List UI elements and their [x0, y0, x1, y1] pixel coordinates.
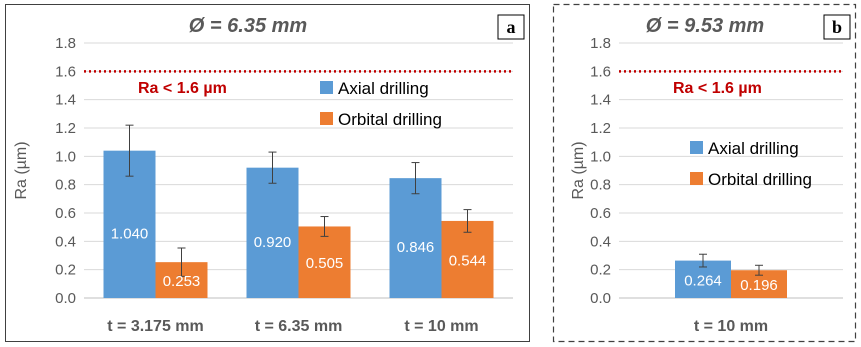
y-tick-label: 1.8 — [55, 35, 76, 52]
category-label: t = 10 mm — [404, 318, 478, 335]
legend-swatch — [690, 141, 703, 154]
y-tick-label: 0.0 — [590, 290, 611, 307]
y-tick-label: 0.4 — [590, 233, 611, 250]
legend-swatch — [320, 112, 333, 125]
y-tick-label: 0.0 — [55, 290, 76, 307]
data-label: 0.846 — [397, 239, 435, 256]
panel-b-frame — [552, 3, 857, 343]
y-tick-label: 1.8 — [590, 35, 611, 52]
data-label: 0.264 — [684, 272, 722, 289]
y-tick-label: 1.0 — [590, 148, 611, 165]
data-label: 0.544 — [449, 252, 487, 269]
y-tick-label: 0.4 — [55, 233, 76, 250]
chart-title: Ø = 6.35 mm — [189, 15, 307, 37]
y-tick-label: 0.8 — [55, 177, 76, 194]
bar-orbital — [441, 220, 494, 298]
y-tick-label: 1.0 — [55, 148, 76, 165]
legend-swatch — [320, 81, 333, 94]
legend-swatch — [690, 172, 703, 185]
y-tick-label: 1.4 — [55, 92, 76, 109]
data-label: 0.253 — [163, 273, 201, 290]
y-tick-label: 1.6 — [55, 63, 76, 80]
panel-a: 0.0 0.2 0.4 0.6 0.8 1.0 1.2 1.4 1.6 1.8 Ra (µm) Ra … — [13, 14, 525, 335]
category-label: t = 10 mm — [694, 318, 768, 335]
legend-label: Axial drilling — [708, 139, 799, 158]
y-tick-label: 1.2 — [590, 120, 611, 137]
y-axis-label: Ra (µm) — [13, 141, 30, 199]
category-label: t = 6.35 mm — [255, 318, 343, 335]
y-tick-label: 1.4 — [590, 92, 611, 109]
legend-label: Orbital drilling — [338, 110, 442, 129]
panel-b: 0.0 0.2 0.4 0.6 0.8 1.0 1.2 1.4 1.6 1.8 Ra (µm) Ra … — [570, 14, 851, 335]
y-tick-label: 0.6 — [590, 205, 611, 222]
legend-label: Axial drilling — [338, 79, 429, 98]
data-label: 0.505 — [306, 255, 344, 272]
y-tick-label: 0.8 — [590, 177, 611, 194]
data-label: 1.040 — [111, 225, 149, 242]
panel-label: a — [507, 17, 516, 37]
data-label: 0.196 — [740, 277, 778, 294]
bar-orbital — [298, 226, 351, 298]
y-tick-label: 1.2 — [55, 120, 76, 137]
panel-a-frame — [5, 4, 530, 342]
y-tick-label: 0.6 — [55, 205, 76, 222]
y-tick-label: 0.2 — [55, 262, 76, 279]
legend-label: Orbital drilling — [708, 170, 812, 189]
threshold-label: Ra < 1.6 µm — [138, 80, 227, 97]
category-label: t = 3.175 mm — [107, 318, 204, 335]
panel-label: b — [832, 17, 842, 37]
chart-title: Ø = 9.53 mm — [646, 15, 764, 37]
y-tick-label: 0.2 — [590, 262, 611, 279]
bar-axial — [389, 178, 442, 298]
y-tick-label: 1.6 — [590, 63, 611, 80]
y-axis-label: Ra (µm) — [570, 141, 587, 199]
data-label: 0.920 — [254, 234, 292, 251]
panel-label-box — [823, 14, 851, 40]
bar-axial — [246, 167, 299, 298]
panel-label-box — [497, 14, 525, 40]
threshold-label: Ra < 1.6 µm — [673, 80, 762, 97]
